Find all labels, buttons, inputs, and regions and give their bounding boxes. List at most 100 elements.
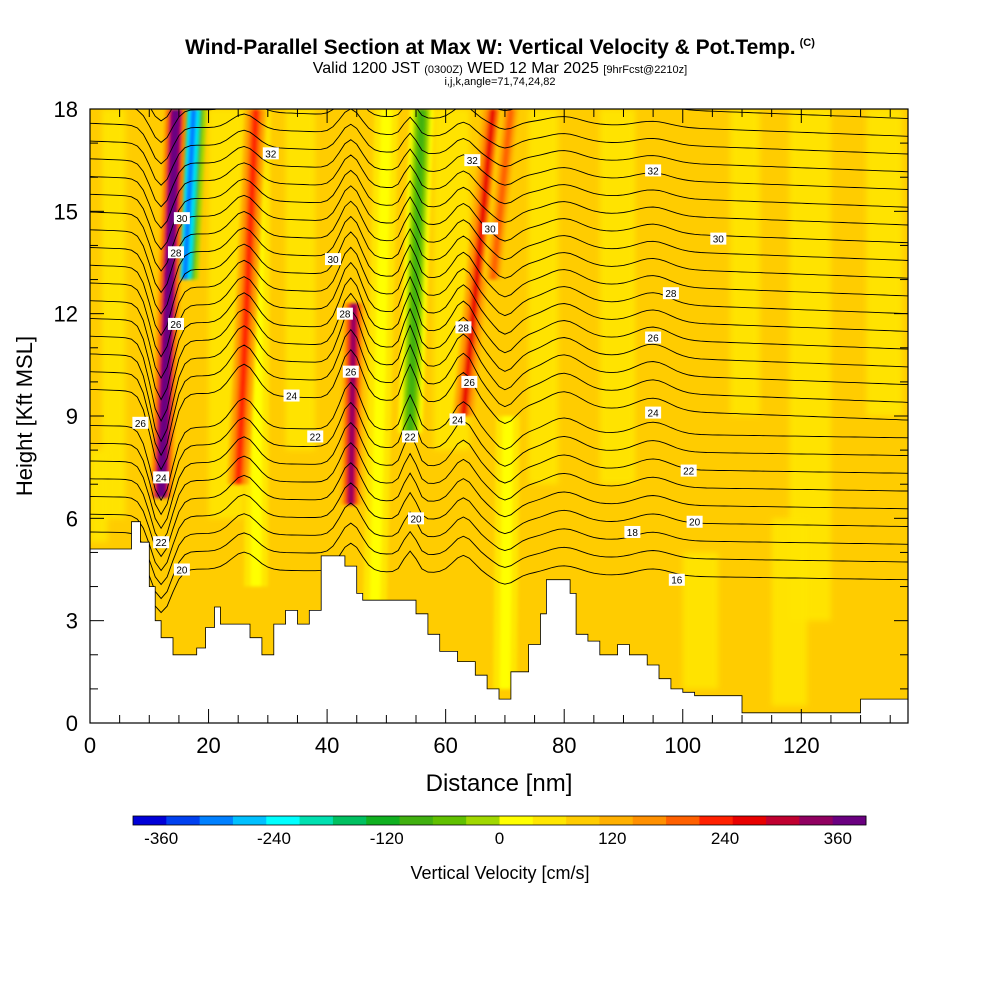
contour-label-text: 26 — [464, 378, 476, 389]
colorbar: -360 -240 -120 0 120 240 360 — [132, 815, 867, 848]
contour-label: 24 — [645, 406, 662, 420]
theta-contour-line — [90, 277, 908, 401]
contour-label: 28 — [662, 287, 679, 300]
contour-label-text: 22 — [683, 467, 695, 478]
colorbar-swatch — [133, 816, 167, 825]
theta-contour-line — [90, 292, 908, 423]
contour-label: 32 — [262, 147, 279, 160]
contour-label-bg — [402, 430, 419, 443]
contour-label-bg — [686, 515, 703, 528]
theta-contour-line — [90, 502, 908, 586]
theta-contour-line — [90, 442, 908, 544]
contour-label-text: 26 — [135, 419, 147, 430]
contour-label-bg — [153, 536, 170, 549]
updraft-band — [227, 109, 267, 485]
contour-label-text: 26 — [648, 334, 660, 345]
theta-contour-line — [90, 154, 908, 229]
colorbar-swatch — [466, 816, 500, 825]
downdraft-band — [362, 109, 399, 621]
contour-label-bg — [645, 164, 662, 177]
contour-label: 20 — [408, 512, 425, 525]
contour-label: 22 — [402, 430, 419, 443]
theta-contour-line — [90, 421, 908, 530]
contour-label-text: 18 — [627, 528, 639, 539]
theta-contour-line — [90, 123, 908, 186]
theta-contour-line — [90, 348, 908, 471]
x-axis-label: Distance [nm] — [426, 770, 573, 797]
band-level — [181, 109, 197, 280]
contour-label-bg — [173, 563, 190, 576]
contour-label: 32 — [464, 154, 481, 167]
contour-label-text: 28 — [665, 289, 677, 300]
subtitle-valid-time: Valid 1200 JST — [312, 60, 420, 77]
contour-label-bg — [662, 287, 679, 300]
weak-downdraft-patch — [771, 518, 808, 706]
weak-downdraft-patch — [866, 109, 903, 416]
colorbar-swatch — [266, 816, 301, 825]
theta-contour-labels: 32 32 32 30 30 30 30 28 28 28 28 26 26 26 26 26 24 24 24 24… — [132, 147, 727, 587]
subtitle-zulu-time: (0300Z) — [424, 64, 463, 76]
contour-label-bg — [668, 573, 685, 586]
band-level — [235, 109, 259, 485]
contour-label: 22 — [307, 430, 324, 443]
theta-contour-line — [90, 63, 908, 101]
colorbar-swatch — [332, 816, 367, 825]
contour-label-text: 22 — [310, 432, 322, 443]
x-tick-label: 20 — [196, 733, 220, 758]
theta-contours — [90, 63, 908, 614]
contour-label-text: 26 — [170, 320, 182, 331]
contour-label: 26 — [167, 317, 184, 331]
contour-label-bg — [173, 212, 190, 225]
colorbar-tick-label: 120 — [598, 829, 626, 848]
contour-label-bg — [167, 246, 184, 259]
weak-downdraft-patch — [528, 109, 559, 485]
theta-contour-line — [133, 109, 908, 143]
theta-contour-line — [90, 200, 908, 294]
band-level — [158, 109, 179, 498]
band-level — [407, 109, 425, 434]
contour-label-text: 30 — [713, 235, 725, 246]
contour-label: 16 — [668, 573, 685, 587]
terrain-mask — [90, 521, 908, 723]
colorbar-swatch — [532, 816, 567, 825]
x-tick-label: 100 — [664, 733, 701, 758]
plot-area: 32 32 32 30 30 30 30 28 28 28 28 26 26 26 26 26 24 24 24 24… — [90, 63, 908, 723]
y-tick-label: 9 — [66, 404, 78, 429]
x-tick-label: 60 — [433, 733, 457, 758]
contour-label-text: 32 — [648, 166, 660, 177]
contour-label-bg — [461, 375, 478, 388]
theta-contour-line — [90, 381, 908, 502]
title-unit-mark: (C) — [799, 37, 815, 49]
contour-label-text: 24 — [286, 392, 298, 403]
x-tick-label: 80 — [552, 733, 576, 758]
theta-contour-line — [90, 522, 908, 600]
contour-label-bg — [645, 331, 662, 344]
contour-label-text: 24 — [648, 409, 660, 420]
y-tick-label: 6 — [66, 506, 78, 531]
contour-label-bg — [262, 147, 279, 160]
contour-label-text: 26 — [345, 368, 357, 379]
x-tick-label: 0 — [84, 733, 96, 758]
contour-label: 26 — [132, 416, 149, 430]
colorbar-tick-label: -120 — [370, 829, 404, 848]
colorbar-frame — [132, 815, 867, 826]
colorbar-swatch — [366, 816, 401, 825]
subtitle-forecast: [9hrFcst@2210z] — [603, 64, 688, 76]
y-tick-label: 15 — [54, 199, 78, 224]
chart-subtitle-indices: i,j,k,angle=71,74,24,82 — [444, 76, 556, 88]
contour-label: 32 — [645, 164, 662, 177]
y-axis-label: Height [Kft MSL] — [12, 336, 37, 496]
contour-label-text: 32 — [467, 156, 479, 167]
theta-contour-line — [90, 109, 908, 165]
colorbar-label: Vertical Velocity [cm/s] — [410, 863, 590, 883]
contour-label-bg — [307, 430, 324, 443]
contour-label: 24 — [153, 471, 170, 484]
contour-label-bg — [336, 307, 353, 320]
chart-title: Wind-Parallel Section at Max W: Vertical… — [0, 36, 1000, 60]
contour-label-text: 20 — [689, 518, 701, 529]
colorbar-swatch — [632, 816, 667, 825]
weak-downdraft-patch — [730, 109, 760, 416]
colorbar-swatch — [799, 816, 834, 825]
contour-label-text: 32 — [265, 149, 277, 160]
